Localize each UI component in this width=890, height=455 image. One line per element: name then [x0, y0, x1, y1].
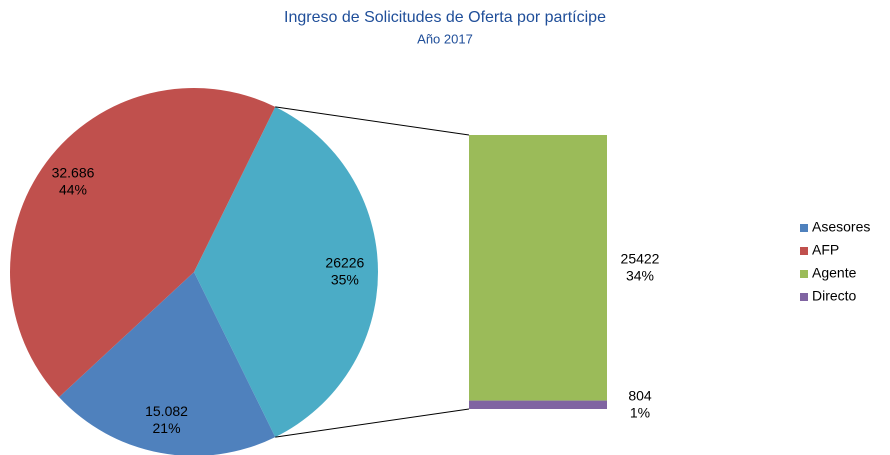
pie-slice [59, 272, 276, 455]
legend-label: Directo [812, 288, 857, 304]
legend-label: AFP [812, 242, 839, 258]
legend-swatch [800, 270, 808, 278]
legend-swatch [800, 293, 808, 301]
bar-value-label: 25422 [621, 251, 660, 267]
pie-value-label: 15.082 [145, 403, 188, 419]
bar-percent-label: 34% [626, 268, 654, 284]
bar-percent-label: 1% [630, 405, 650, 421]
pie-value-label: 26226 [325, 255, 364, 271]
pie-percent-label: 44% [59, 182, 87, 198]
legend-swatch [800, 247, 808, 255]
pie-slice [194, 106, 379, 438]
pie-percent-label: 35% [331, 272, 359, 288]
pie-value-label: 32.686 [52, 165, 95, 181]
connector-line [275, 408, 470, 438]
bar-segment [469, 400, 607, 409]
pie-percent-label: 21% [153, 420, 181, 436]
bar-value-label: 804 [628, 388, 652, 404]
legend-label: Asesores [812, 219, 870, 235]
legend-swatch [800, 224, 808, 232]
pie-slice [10, 88, 276, 398]
connector-line [275, 106, 470, 136]
chart-subtitle: Año 2017 [417, 31, 473, 46]
bar-segment [469, 135, 607, 401]
legend-label: Agente [812, 265, 857, 281]
chart-title: Ingreso de Solicitudes de Oferta por par… [284, 9, 606, 26]
